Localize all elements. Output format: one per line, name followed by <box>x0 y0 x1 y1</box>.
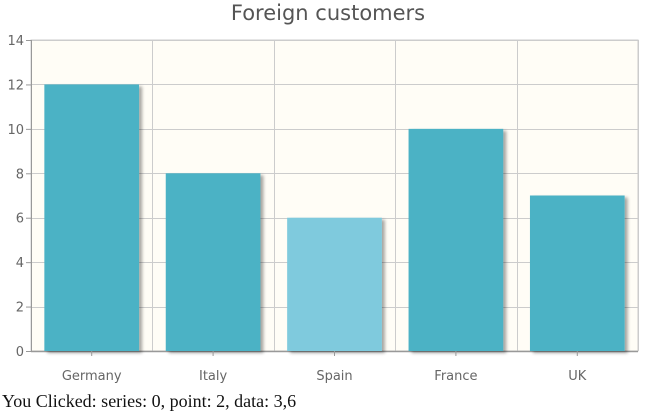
y-tick-label: 12 <box>7 78 24 93</box>
chart-canvas: Foreign customers Germany Italy Spain Franc… <box>7 1 639 384</box>
y-tick-label: 10 <box>7 123 24 138</box>
x-tick-label: Spain <box>316 369 352 384</box>
bar-spain[interactable] <box>287 217 382 351</box>
bar-chart: Foreign customers Germany Italy Spain Franc… <box>7 1 639 384</box>
x-axis-labels: Germany Italy Spain France UK <box>62 351 587 384</box>
y-tick-label: 6 <box>16 212 24 227</box>
y-axis-labels: 0 2 4 6 8 10 12 14 <box>7 34 31 360</box>
x-tick-label: Italy <box>199 369 228 384</box>
y-tick-label: 14 <box>7 34 24 49</box>
click-status-text: You Clicked: series: 0, point: 2, data: … <box>2 391 297 411</box>
y-tick-label: 8 <box>16 167 24 182</box>
y-tick-label: 2 <box>16 301 24 316</box>
bar-italy[interactable] <box>165 173 261 351</box>
bar-germany[interactable] <box>44 84 140 351</box>
x-tick-label: France <box>434 369 477 384</box>
bar-uk[interactable] <box>529 195 625 352</box>
bar-france[interactable] <box>408 128 504 351</box>
bars-layer <box>44 84 625 352</box>
chart-title: Foreign customers <box>231 1 425 25</box>
y-tick-label: 0 <box>16 345 24 360</box>
x-tick-label: UK <box>568 369 587 384</box>
x-tick-label: Germany <box>62 369 122 384</box>
y-tick-label: 4 <box>16 256 24 271</box>
